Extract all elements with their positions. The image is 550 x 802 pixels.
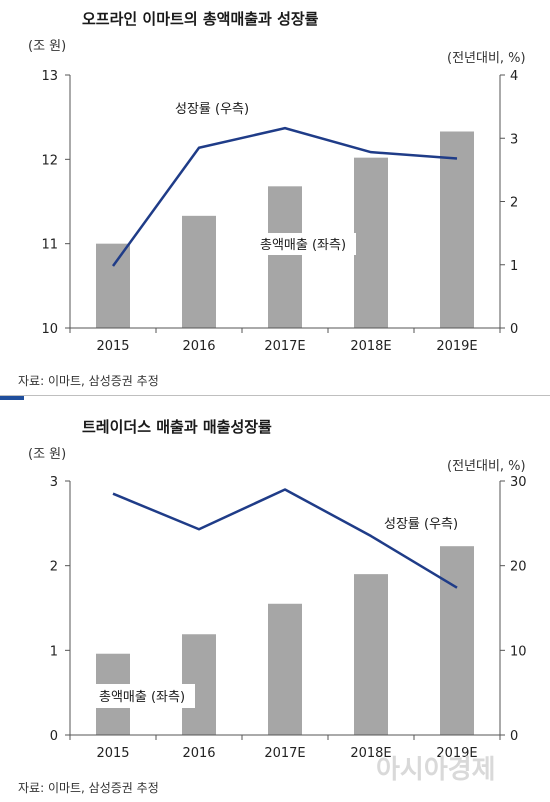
chart-2-bar-2019E bbox=[440, 546, 474, 735]
chart-2-bar-2018E bbox=[354, 574, 388, 735]
chart-1-source: 자료: 이마트, 삼성증권 추정 bbox=[18, 374, 159, 388]
chart-1-left-tick-label: 12 bbox=[41, 153, 58, 168]
chart-1-bar-2015 bbox=[96, 243, 130, 328]
chart-1-right-tick-label: 3 bbox=[510, 132, 518, 147]
chart-1-right-tick-label: 2 bbox=[510, 196, 518, 211]
chart-1-left-tick-label: 11 bbox=[41, 238, 58, 253]
watermark-text: 아시아경제 bbox=[376, 755, 496, 785]
section-divider bbox=[0, 395, 550, 396]
chart-2-right-tick-label: 0 bbox=[510, 729, 518, 744]
chart-1-left-tick-label: 10 bbox=[41, 322, 58, 337]
chart-2-x-tick-label: 2015 bbox=[96, 746, 129, 761]
chart-1-right-tick-label: 0 bbox=[510, 322, 518, 337]
chart-2-right-tick-label: 20 bbox=[510, 560, 527, 575]
chart-1-bar-series-label: 총액매출 (좌측) bbox=[260, 238, 346, 253]
chart-1-bar-2019E bbox=[440, 131, 474, 328]
chart-2-left-tick-label: 3 bbox=[50, 475, 58, 490]
chart-1-x-tick-label: 2018E bbox=[350, 339, 391, 354]
section-divider-accent bbox=[0, 396, 24, 400]
chart-1-bar-label-bg bbox=[256, 233, 356, 255]
chart-2-bar-label-bg bbox=[95, 684, 195, 708]
chart-2-growth-line bbox=[112, 488, 458, 589]
chart-2-x-tick-label: 2016 bbox=[182, 746, 215, 761]
chart-1-right-unit: (전년대비, %) bbox=[447, 51, 526, 66]
chart-1-right-tick-label: 4 bbox=[510, 69, 518, 84]
chart-2-right-unit: (전년대비, %) bbox=[447, 459, 526, 474]
chart-1-title: 오프라인 이마트의 총액매출과 성장률 bbox=[82, 10, 319, 28]
chart-1-left-unit: (조 원) bbox=[28, 39, 66, 54]
chart-2-right-tick-label: 30 bbox=[510, 475, 527, 490]
chart-2-left-tick-label: 0 bbox=[50, 729, 58, 744]
chart-1-bar-2016 bbox=[182, 215, 216, 328]
chart-1: 오프라인 이마트의 총액매출과 성장률 (조 원) (전년대비, %) 1011… bbox=[18, 10, 526, 388]
chart-1-x-tick-label: 2016 bbox=[182, 339, 215, 354]
chart-1-line-series-label: 성장률 (우측) bbox=[175, 102, 249, 117]
chart-2-line-series-label: 성장률 (우측) bbox=[384, 517, 458, 532]
chart-2-x-tick-label: 2018E bbox=[350, 746, 391, 761]
chart-2-bar-series-label: 총액매출 (좌측) bbox=[99, 690, 185, 705]
chart-1-x-tick-label: 2015 bbox=[96, 339, 129, 354]
chart-2: 트레이더스 매출과 매출성장률 (조 원) (전년대비, %) 01230102… bbox=[18, 418, 527, 795]
chart-1-x-tick-label: 2017E bbox=[264, 339, 305, 354]
chart-1-x-tick-label: 2019E bbox=[436, 339, 477, 354]
chart-1-bar-2018E bbox=[354, 157, 388, 328]
chart-2-x-tick-label: 2017E bbox=[264, 746, 305, 761]
chart-2-left-tick-label: 1 bbox=[50, 644, 58, 659]
chart-1-left-tick-label: 13 bbox=[41, 69, 58, 84]
chart-1-bar-2017E bbox=[268, 186, 302, 328]
chart-2-title: 트레이더스 매출과 매출성장률 bbox=[82, 418, 272, 436]
chart-1-line-label-bg bbox=[172, 96, 284, 118]
chart-2-right-tick-label: 10 bbox=[510, 644, 527, 659]
chart-1-right-tick-label: 1 bbox=[510, 259, 518, 274]
chart-2-x-tick-label: 2019E bbox=[436, 746, 477, 761]
chart-2-source: 자료: 이마트, 삼성증권 추정 bbox=[18, 781, 159, 795]
chart-2-bar-2017E bbox=[268, 603, 302, 735]
chart-2-left-unit: (조 원) bbox=[28, 447, 66, 462]
chart-2-left-tick-label: 2 bbox=[50, 560, 58, 575]
